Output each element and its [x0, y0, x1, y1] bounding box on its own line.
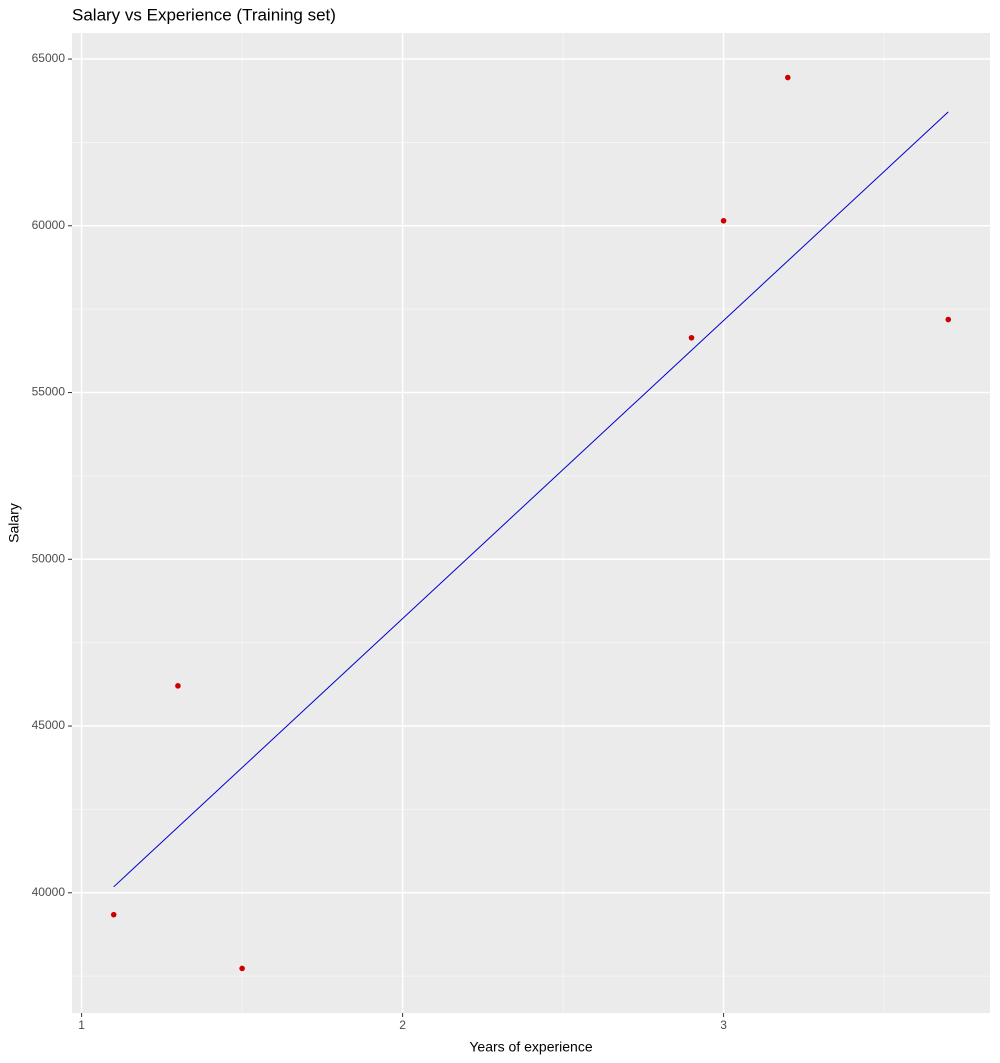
point — [945, 316, 952, 323]
y-tick-label: 55000 — [32, 385, 66, 399]
x-tick-label: 1 — [78, 1018, 85, 1032]
y-axis-label: Salary — [6, 503, 22, 543]
x-axis-label: Years of experience — [469, 1039, 592, 1055]
point — [110, 911, 117, 918]
y-tick-label: 60000 — [32, 218, 66, 232]
point — [688, 334, 695, 341]
x-tick-label: 3 — [720, 1018, 727, 1032]
x-tick-label: 2 — [399, 1018, 406, 1032]
point — [784, 74, 791, 81]
y-tick-label: 65000 — [32, 51, 66, 65]
chart-title: Salary vs Experience (Training set) — [72, 5, 336, 24]
y-tick-label: 45000 — [32, 718, 66, 732]
panel — [72, 33, 990, 1013]
point — [239, 965, 245, 972]
regression-line — [113, 111, 949, 888]
grid — [72, 33, 990, 1013]
point — [720, 217, 727, 224]
point — [175, 683, 181, 689]
y-tick-label: 40000 — [32, 885, 66, 899]
y-tick-label: 50000 — [32, 551, 66, 565]
marks — [110, 74, 952, 972]
